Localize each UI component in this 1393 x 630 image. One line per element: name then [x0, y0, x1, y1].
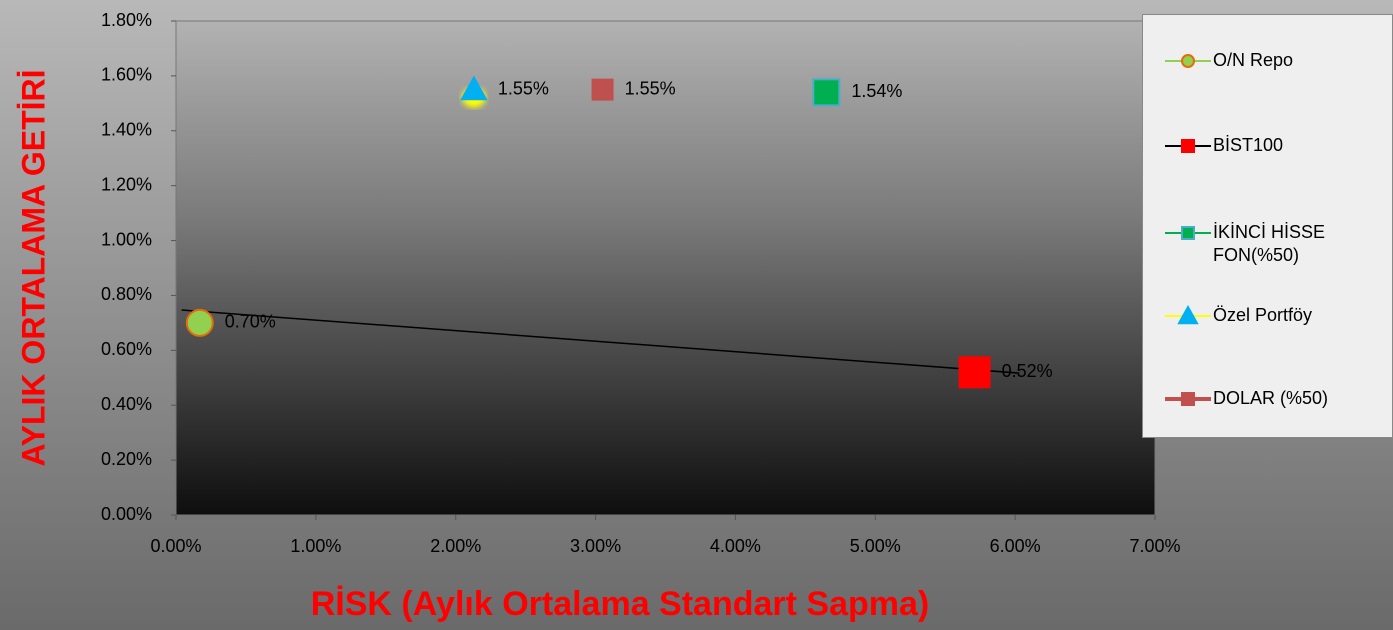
- data-label: 1.54%: [851, 81, 902, 101]
- y-tick-label: 1.40%: [101, 120, 152, 140]
- x-tick-label: 7.00%: [1129, 536, 1180, 556]
- y-tick-label: 0.60%: [101, 339, 152, 359]
- y-tick-label: 0.00%: [101, 504, 152, 524]
- legend-label: İKİNCİ HİSSE FON(%50): [1213, 222, 1326, 265]
- marker: [460, 75, 488, 101]
- legend-item: BİST100: [1165, 134, 1383, 158]
- legend-icon: [1165, 392, 1211, 406]
- y-tick-label: 0.20%: [101, 449, 152, 469]
- legend-icon: [1165, 226, 1211, 240]
- plot-area: [175, 20, 1156, 516]
- legend-item: O/N Repo: [1165, 49, 1383, 73]
- x-axis-title: RİSK (Aylık Ortalama Standart Sapma): [311, 585, 929, 623]
- x-tick-label: 1.00%: [290, 536, 341, 556]
- marker: [1181, 226, 1195, 240]
- data-label: 1.55%: [625, 78, 676, 98]
- data-label: 0.52%: [1002, 361, 1053, 381]
- marker: [1181, 139, 1195, 153]
- y-tick-label: 1.80%: [101, 10, 152, 30]
- x-tick-label: 2.00%: [430, 536, 481, 556]
- legend: O/N Repo BİST100 İKİNCİ HİSSE FON(%50) Özel…: [1142, 14, 1393, 438]
- legend-icon: [1165, 304, 1211, 325]
- x-tick-label: 6.00%: [990, 536, 1041, 556]
- y-tick-label: 0.80%: [101, 284, 152, 304]
- marker: [958, 356, 991, 389]
- legend-item: Özel Portföy: [1165, 304, 1383, 328]
- legend-item: DOLAR (%50): [1165, 387, 1383, 411]
- x-tick-label: 5.00%: [850, 536, 901, 556]
- legend-item: İKİNCİ HİSSE FON(%50): [1165, 221, 1383, 267]
- legend-label: DOLAR (%50): [1213, 388, 1329, 408]
- marker: [591, 78, 614, 101]
- data-label: 1.55%: [498, 78, 549, 98]
- y-tick-label: 1.60%: [101, 65, 152, 85]
- marker: [1181, 54, 1195, 68]
- legend-label: BİST100: [1213, 135, 1284, 155]
- trendline: [181, 309, 1020, 374]
- y-tick-label: 1.00%: [101, 229, 152, 249]
- legend-icon: [1165, 139, 1211, 153]
- marker: [1181, 392, 1195, 406]
- y-tick-label: 1.20%: [101, 174, 152, 194]
- x-tick-label: 4.00%: [710, 536, 761, 556]
- legend-label: Özel Portföy: [1213, 305, 1313, 325]
- marker: [185, 308, 214, 337]
- marker: [812, 78, 841, 107]
- marker: [1177, 304, 1199, 325]
- y-tick-label: 0.40%: [101, 394, 152, 414]
- legend-label: O/N Repo: [1213, 50, 1294, 70]
- data-label: 0.70%: [225, 312, 276, 332]
- legend-icon: [1165, 54, 1211, 68]
- x-tick-label: 3.00%: [570, 536, 621, 556]
- x-tick-label: 0.00%: [150, 536, 201, 556]
- y-axis-title: AYLIK ORTALAMA GETİRİ: [15, 69, 51, 466]
